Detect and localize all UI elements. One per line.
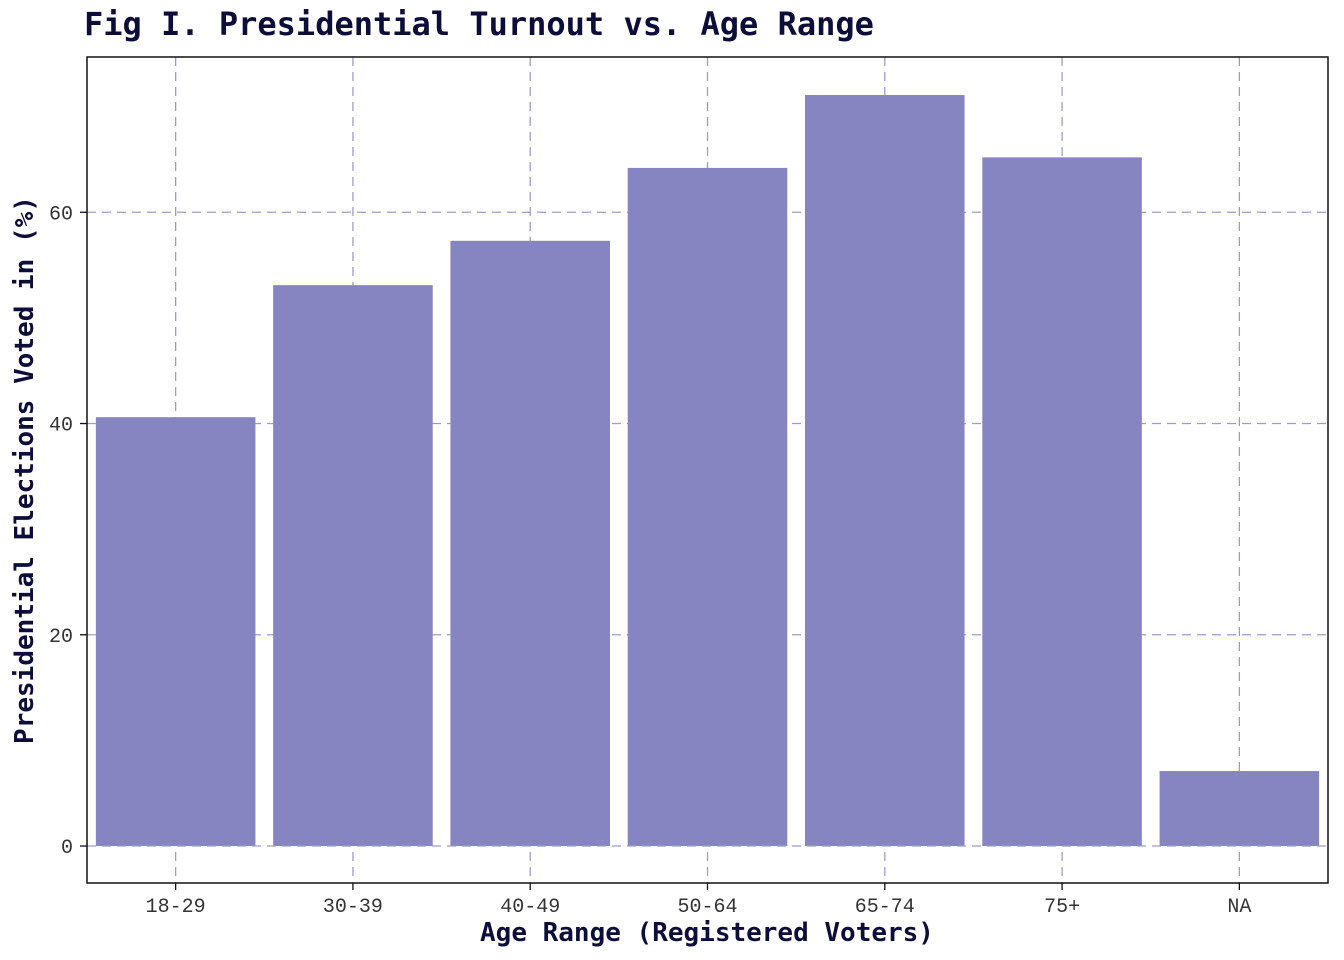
y-tick-label: 20: [49, 626, 73, 649]
bars: [95, 95, 1320, 847]
x-axis: 18-29 30-39 40-49 50-64 65-74 75+ NA: [146, 883, 1251, 919]
bar-40-49: [450, 240, 610, 847]
x-tick-label: NA: [1227, 896, 1251, 919]
x-tick-label: 40-49: [500, 896, 560, 919]
x-tick-label: 75+: [1044, 896, 1080, 919]
bar-30-39: [273, 285, 433, 847]
y-tick-label: 40: [49, 415, 73, 438]
x-tick-label: 50-64: [677, 896, 737, 919]
bar-18-29: [95, 417, 256, 847]
bar-NA: [1159, 771, 1320, 847]
bar-65-74: [805, 95, 965, 847]
x-tick-label: 65-74: [855, 896, 915, 919]
y-axis-title: Presidential Elections Voted in (%): [10, 196, 40, 744]
bar-75+: [982, 157, 1142, 847]
bar-50-64: [627, 167, 788, 847]
y-tick-label: 60: [49, 203, 73, 226]
y-axis: 0 20 40 60: [49, 203, 87, 860]
y-tick-label: 0: [61, 837, 73, 860]
x-tick-label: 30-39: [323, 896, 383, 919]
chart-title: Fig I. Presidential Turnout vs. Age Rang…: [84, 5, 874, 43]
x-tick-label: 18-29: [146, 896, 206, 919]
x-axis-title: Age Range (Registered Voters): [480, 918, 934, 948]
